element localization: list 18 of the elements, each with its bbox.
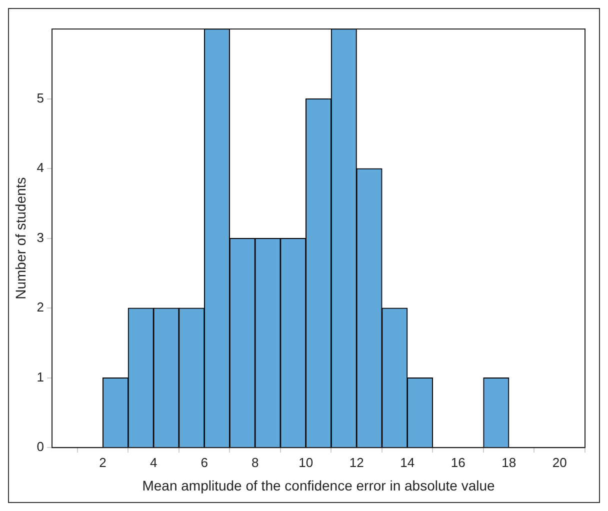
x-tick-label: 12	[349, 454, 364, 470]
x-tick-label: 10	[298, 454, 314, 470]
y-tick-label: 3	[36, 230, 44, 245]
x-tick-label: 18	[502, 454, 516, 470]
x-tick-label: 20	[552, 454, 567, 470]
y-axis-title: Number of students	[12, 177, 28, 300]
y-tick-label: 2	[36, 300, 44, 315]
x-axis-title: Mean amplitude of the confidence error in absolute value	[142, 477, 495, 494]
y-tick-label: 4	[36, 160, 44, 176]
y-tick-label: 5	[36, 90, 44, 106]
x-tick-label: 8	[251, 454, 259, 470]
x-tick-label: 6	[200, 454, 208, 470]
y-tick-label: 1	[36, 369, 44, 384]
x-tick-label: 14	[400, 454, 415, 470]
x-tick-label: 2	[99, 454, 106, 470]
x-tick-label: 4	[150, 454, 158, 470]
y-tick-label: 0	[36, 439, 44, 454]
x-tick-label: 16	[450, 454, 466, 470]
